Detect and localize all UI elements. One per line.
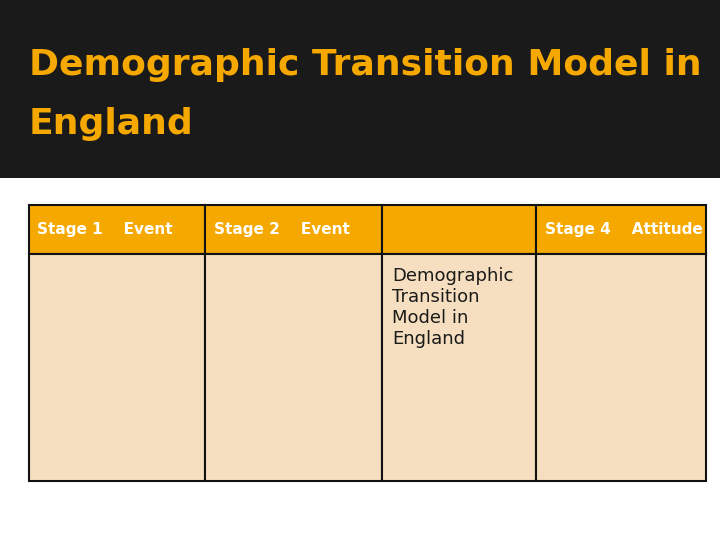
Text: England: England bbox=[29, 107, 194, 141]
Text: Stage 2    Event: Stage 2 Event bbox=[214, 222, 350, 237]
Text: Stage 4    Attitude: Stage 4 Attitude bbox=[545, 222, 703, 237]
FancyBboxPatch shape bbox=[29, 205, 205, 254]
FancyBboxPatch shape bbox=[29, 254, 205, 481]
FancyBboxPatch shape bbox=[382, 205, 536, 254]
Text: Demographic Transition Model in: Demographic Transition Model in bbox=[29, 48, 701, 82]
FancyBboxPatch shape bbox=[205, 254, 382, 481]
FancyBboxPatch shape bbox=[536, 205, 706, 254]
FancyBboxPatch shape bbox=[0, 0, 720, 178]
FancyBboxPatch shape bbox=[205, 205, 382, 254]
Text: Stage 1    Event: Stage 1 Event bbox=[37, 222, 173, 237]
FancyBboxPatch shape bbox=[382, 254, 536, 481]
Text: Demographic
Transition
Model in
England: Demographic Transition Model in England bbox=[392, 267, 514, 348]
FancyBboxPatch shape bbox=[536, 254, 706, 481]
